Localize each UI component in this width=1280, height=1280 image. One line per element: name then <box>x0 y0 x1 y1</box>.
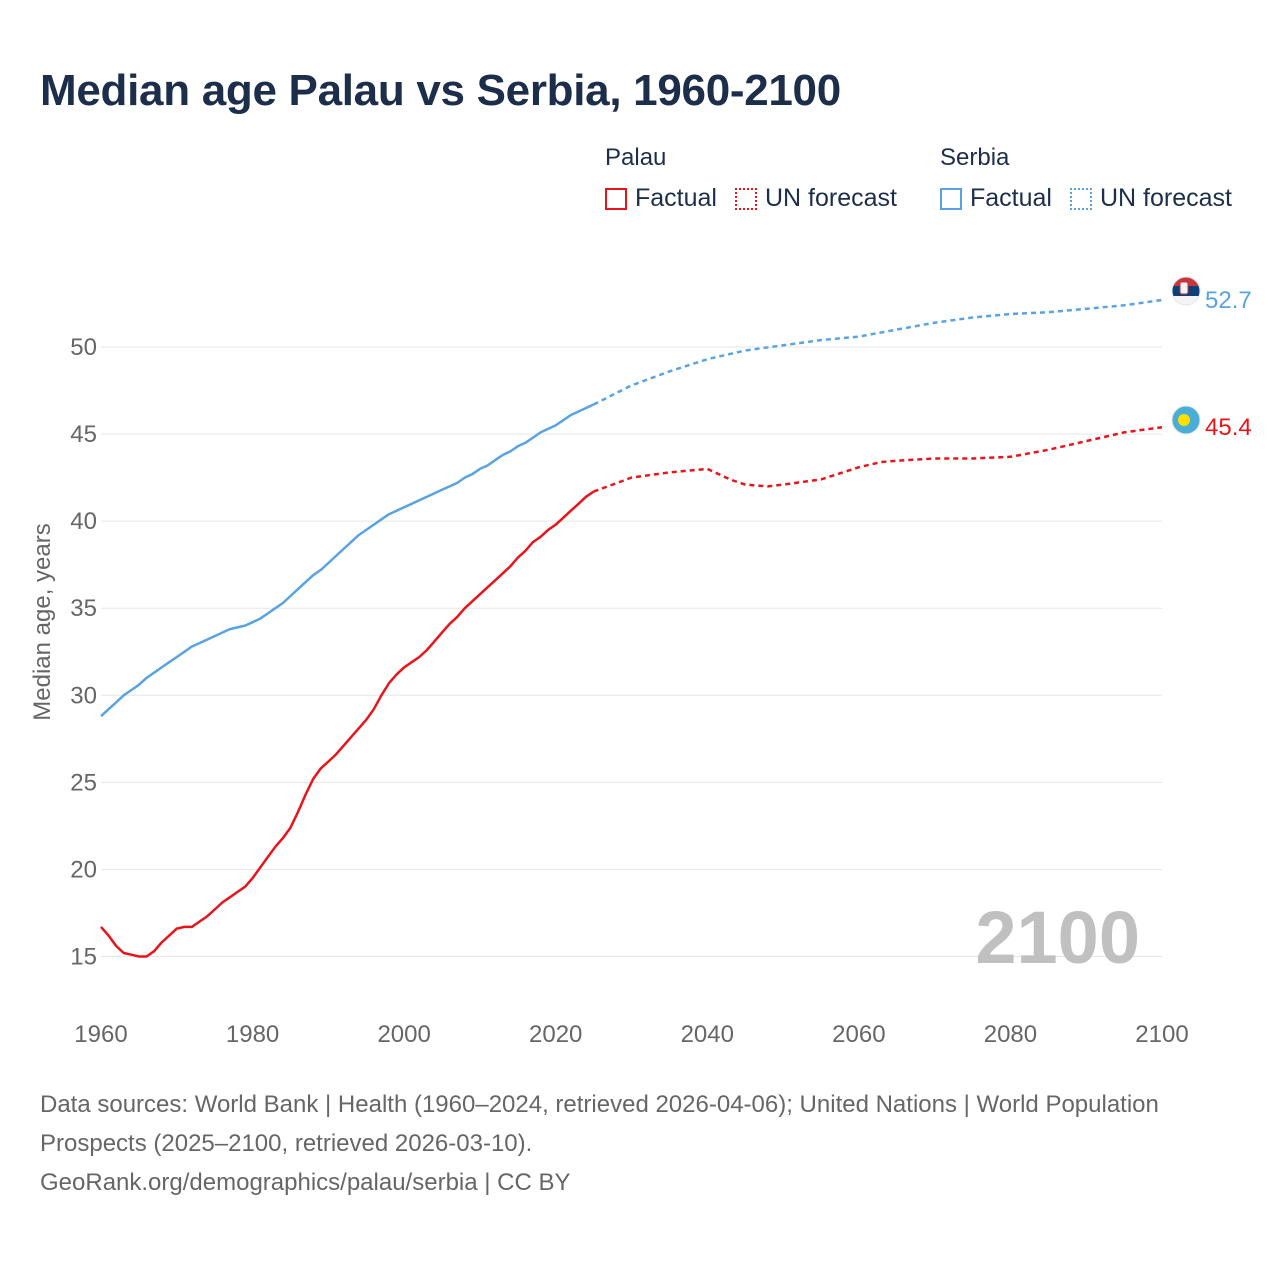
end-markers <box>1171 276 1201 435</box>
end-value-labels: 45.4 52.7 <box>1205 287 1252 441</box>
x-tick-label-2100: 2100 <box>1135 1021 1188 1048</box>
x-tick-label-2020: 2020 <box>529 1021 582 1048</box>
y-tick-label-30: 30 <box>70 682 97 709</box>
legend-item-serbia-factual[interactable]: Factual <box>940 184 1052 213</box>
legend-item-palau-forecast[interactable]: UN forecast <box>734 184 897 213</box>
y-tick-label-25: 25 <box>70 769 97 796</box>
y-tick-label-15: 15 <box>70 943 97 970</box>
y-tick-label-45: 45 <box>70 421 97 448</box>
legend-group-palau: Palau Factual UN forecast <box>605 144 897 213</box>
y-tick-label-50: 50 <box>70 334 97 361</box>
legend-label-palau-factual: Factual <box>635 184 717 212</box>
x-tick-label-2040: 2040 <box>681 1021 734 1048</box>
series-lines <box>100 298 1163 958</box>
footer: Data sources: World Bank | Health (1960–… <box>40 1085 1240 1202</box>
y-tick-label-35: 35 <box>70 595 97 622</box>
legend-item-serbia-forecast[interactable]: UN forecast <box>1069 184 1232 213</box>
y-tick-label-40: 40 <box>70 508 97 535</box>
legend-label-serbia-forecast: UN forecast <box>1099 184 1232 212</box>
serbia-forecast-swatch <box>1069 187 1092 210</box>
legend-item-palau-factual[interactable]: Factual <box>605 184 717 213</box>
legend-label-serbia-factual: Factual <box>970 184 1052 212</box>
line-chart: 15 20 25 30 35 40 45 50 1960 1980 2000 2020 2040 206… <box>29 276 1252 1048</box>
chart-title: Median age Palau vs Serbia, 1960-2100 <box>40 66 841 115</box>
x-tick-label-2000: 2000 <box>377 1021 430 1048</box>
palau-forecast-line[interactable] <box>593 425 1163 493</box>
serbia-factual-swatch <box>940 187 962 210</box>
serbia-end-value-label: 52.7 <box>1205 287 1252 314</box>
gridlines <box>101 346 1162 957</box>
legend-title-serbia: Serbia <box>940 144 1010 171</box>
footer-credit[interactable]: GeoRank.org/demographics/palau/serbia | … <box>40 1169 571 1196</box>
x-tick-label-2080: 2080 <box>984 1021 1037 1048</box>
y-axis-ticks: 15 20 25 30 35 40 45 50 <box>70 334 97 970</box>
x-tick-label-2060: 2060 <box>832 1021 885 1048</box>
x-tick-label-1960: 1960 <box>74 1021 127 1048</box>
legend-label-palau-forecast: UN forecast <box>764 184 897 212</box>
legend-group-serbia: Serbia Factual UN forecast <box>940 144 1232 213</box>
footer-sources: Data sources: World Bank | Health (1960–… <box>40 1091 1159 1157</box>
y-axis-label: Median age, years <box>29 523 56 720</box>
y-tick-label-20: 20 <box>70 856 97 883</box>
palau-factual-swatch <box>605 187 627 210</box>
serbia-flag-icon <box>1171 276 1201 306</box>
palau-flag-icon <box>1171 405 1201 435</box>
serbia-factual-line[interactable] <box>100 403 595 718</box>
serbia-forecast-line[interactable] <box>593 298 1163 406</box>
x-axis-ticks: 1960 1980 2000 2020 2040 2060 2080 2100 <box>74 1021 1188 1048</box>
legend-title-palau: Palau <box>605 144 667 171</box>
year-watermark: 2100 <box>975 896 1140 979</box>
palau-forecast-swatch <box>734 187 757 210</box>
palau-factual-line[interactable] <box>100 490 595 958</box>
palau-end-value-label: 45.4 <box>1205 414 1252 441</box>
x-tick-label-1980: 1980 <box>226 1021 279 1048</box>
